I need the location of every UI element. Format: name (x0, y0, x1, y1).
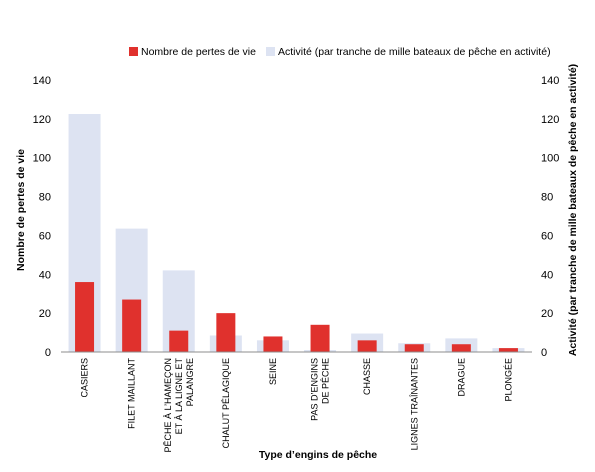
loss-bar (263, 336, 283, 352)
y-tick-label-right: 100 (541, 153, 559, 165)
category-label: DE PÊCHE (321, 358, 331, 404)
category-label: CHASSE (362, 358, 372, 395)
loss-bar (357, 340, 377, 352)
category-label: PAS D’ENGINS (310, 358, 320, 421)
category-label: CHALUT PÉLAGIQUE (221, 358, 231, 448)
y-axis-title-left: Nombre de pertes de vie (15, 149, 27, 271)
category-label: ET À LA LIGNE ET (174, 358, 184, 435)
y-tick-label-right: 60 (541, 230, 553, 242)
legend-label-losses: Nombre de pertes de vie (141, 46, 256, 58)
y-tick-label-left: 20 (39, 308, 51, 320)
legend-swatch-activity (266, 47, 275, 56)
y-tick-label-right: 80 (541, 192, 553, 204)
loss-bar (216, 313, 236, 352)
loss-bar (404, 344, 424, 352)
category-label: PLONGÉE (503, 358, 513, 402)
category-label: DRAGUE (456, 358, 466, 397)
loss-bar (169, 330, 189, 352)
loss-bar (498, 348, 518, 352)
x-axis-title: Type d’engins de pêche (259, 449, 377, 461)
right-axis-ticks: 0 20 40 60 80 100 120 140 (541, 75, 559, 359)
y-tick-label-left: 60 (39, 230, 51, 242)
y-axis-title-right: Activité (par tranche de mille bateaux d… (567, 64, 579, 356)
category-labels: CASIERS FILET MAILLANT PÊCHE À L’HAMEÇON ET… (80, 358, 514, 453)
legend: Nombre de pertes de vie Activité (par tr… (129, 46, 551, 58)
loss-bars (75, 282, 518, 352)
category-label: PÊCHE À L’HAMEÇON (163, 358, 173, 453)
category-label: LIGNES TRAÎNANTES (409, 358, 419, 450)
y-tick-label-right: 0 (541, 347, 547, 359)
y-tick-label-right: 40 (541, 269, 553, 281)
y-tick-label-left: 100 (33, 153, 51, 165)
category-label: CASIERS (80, 358, 90, 398)
y-tick-label-right: 120 (541, 114, 559, 126)
y-tick-label-left: 140 (33, 75, 51, 87)
loss-bar (122, 299, 142, 352)
y-tick-label-left: 0 (45, 347, 51, 359)
left-axis-ticks: 0 20 40 60 80 100 120 140 (33, 75, 51, 359)
legend-label-activity: Activité (par tranche de mille bateaux d… (278, 46, 551, 58)
y-tick-label-right: 140 (541, 75, 559, 87)
loss-bar (75, 282, 95, 352)
loss-bar (451, 344, 471, 352)
y-tick-label-left: 40 (39, 269, 51, 281)
category-label: FILET MAILLANT (127, 358, 137, 429)
y-tick-label-left: 120 (33, 114, 51, 126)
category-label: PALANGRE (185, 358, 195, 406)
y-tick-label-right: 20 (541, 308, 553, 320)
loss-bar (310, 324, 330, 352)
y-tick-label-left: 80 (39, 192, 51, 204)
category-label: SEINE (268, 358, 278, 385)
legend-swatch-losses (129, 47, 138, 56)
